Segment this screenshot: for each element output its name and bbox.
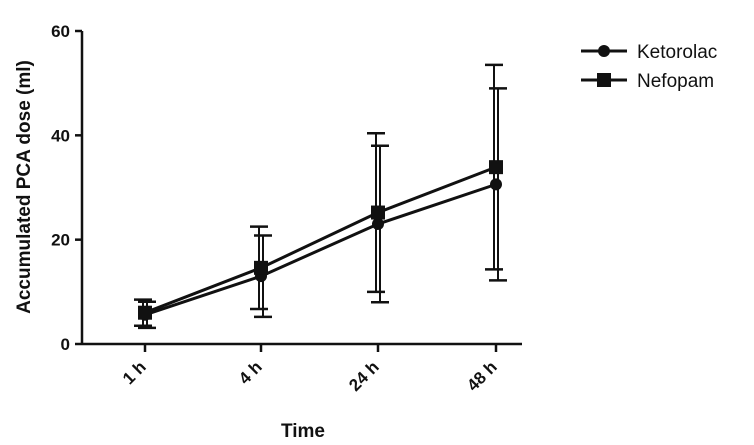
- nefopam-point-0: [138, 305, 152, 320]
- legend: Ketorolac Nefopam: [581, 42, 717, 92]
- x-tick-label-3: 48 h: [463, 357, 500, 394]
- axes: 0 20 40 60 1 h 4 h 24 h 48 h: [51, 22, 522, 395]
- legend-marker-nefopam: [597, 73, 611, 87]
- legend-label-nefopam: Nefopam: [637, 71, 714, 92]
- y-tick-label-2: 40: [51, 126, 70, 145]
- nefopam-series-line: [144, 165, 497, 315]
- ketorolac-point-3: [490, 178, 502, 191]
- y-tick-label-0: 0: [61, 335, 70, 354]
- x-axis-title: Time: [281, 421, 325, 442]
- y-tick-label-3: 60: [51, 22, 70, 41]
- legend-label-ketorolac: Ketorolac: [637, 42, 717, 63]
- nefopam-point-3: [489, 160, 503, 175]
- plot-area: [134, 63, 507, 330]
- legend-marker-ketorolac: [598, 45, 610, 57]
- ketorolac-series-line: [144, 182, 497, 317]
- y-axis-title: Accumulated PCA dose (ml): [14, 60, 35, 314]
- y-tick-label-1: 20: [51, 231, 70, 250]
- x-tick-label-2: 24 h: [345, 357, 382, 394]
- x-tick-label-0: 1 h: [119, 357, 150, 388]
- nefopam-point-2: [371, 205, 385, 220]
- nefopam-point-1: [254, 260, 268, 275]
- ketorolac-point-2: [372, 218, 384, 231]
- x-tick-label-1: 4 h: [235, 357, 266, 388]
